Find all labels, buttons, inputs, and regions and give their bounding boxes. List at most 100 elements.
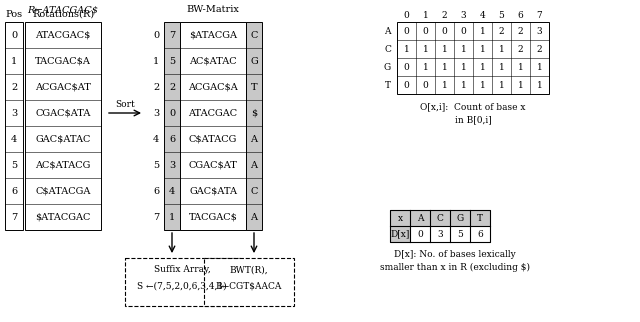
Text: T: T [385, 80, 390, 90]
Text: 6: 6 [11, 186, 17, 195]
Text: T: T [477, 213, 483, 223]
Text: 1: 1 [422, 44, 428, 53]
Text: Sort: Sort [115, 100, 135, 109]
Text: 0: 0 [404, 26, 410, 35]
Text: 6: 6 [169, 135, 175, 144]
Text: 0: 0 [442, 26, 447, 35]
Text: 2: 2 [442, 11, 447, 20]
Text: AC$ATACG: AC$ATACG [35, 160, 91, 169]
Text: T: T [251, 82, 257, 91]
Text: 1: 1 [479, 26, 485, 35]
Text: Rotations(R): Rotations(R) [32, 10, 94, 19]
Text: 7: 7 [536, 11, 542, 20]
Text: 0: 0 [404, 11, 410, 20]
Bar [470, 210, 490, 226]
Text: 4: 4 [153, 135, 159, 144]
Text: 1: 1 [536, 80, 542, 90]
Bar [390, 210, 410, 226]
Bar [430, 226, 450, 242]
Text: GAC$ATA: GAC$ATA [189, 186, 237, 195]
Text: 2: 2 [11, 82, 17, 91]
Text: 1: 1 [461, 62, 467, 71]
Bar [410, 226, 430, 242]
Text: R←ATACGAC$: R←ATACGAC$ [28, 5, 99, 14]
Text: ATACGAC: ATACGAC [188, 109, 237, 118]
Text: 0: 0 [11, 31, 17, 40]
Text: CGAC$AT: CGAC$AT [189, 160, 237, 169]
Text: 5: 5 [11, 160, 17, 169]
Text: C$ATACG: C$ATACG [189, 135, 237, 144]
Text: $ATACGA: $ATACGA [189, 31, 237, 40]
Text: G: G [250, 56, 258, 65]
Text: 6: 6 [477, 230, 483, 239]
Text: A: A [250, 213, 257, 222]
Text: B←CGT$AACA: B←CGT$AACA [216, 281, 282, 290]
Text: D[x]: No. of bases lexically: D[x]: No. of bases lexically [394, 250, 516, 259]
Bar [164, 22, 180, 230]
Text: GAC$ATAC: GAC$ATAC [35, 135, 91, 144]
Text: 5: 5 [457, 230, 463, 239]
Text: Pos: Pos [5, 10, 22, 19]
Bar [125, 258, 239, 306]
Text: TACGAC$A: TACGAC$A [35, 56, 91, 65]
Bar [450, 226, 470, 242]
Text: $ATACGAC: $ATACGAC [35, 213, 91, 222]
Text: BWT(R),: BWT(R), [230, 266, 268, 274]
Text: 1: 1 [499, 62, 504, 71]
Text: 1: 1 [169, 213, 175, 222]
Bar [390, 226, 410, 242]
Text: 2: 2 [499, 26, 504, 35]
Text: 2: 2 [153, 82, 159, 91]
Text: 0: 0 [422, 80, 428, 90]
Text: CGAC$ATA: CGAC$ATA [35, 109, 91, 118]
Text: 1: 1 [422, 11, 428, 20]
Text: ACGAC$A: ACGAC$A [188, 82, 238, 91]
Text: 3: 3 [461, 11, 467, 20]
Text: 1: 1 [479, 44, 485, 53]
Text: 2: 2 [518, 26, 524, 35]
Text: 1: 1 [442, 62, 447, 71]
Text: 1: 1 [11, 56, 17, 65]
Text: ACGAC$AT: ACGAC$AT [35, 82, 91, 91]
Text: TACGAC$: TACGAC$ [189, 213, 237, 222]
Text: 4: 4 [11, 135, 17, 144]
Text: 1: 1 [461, 44, 467, 53]
Text: A: A [417, 213, 423, 223]
Text: 6: 6 [153, 186, 159, 195]
Text: 0: 0 [461, 26, 467, 35]
Text: 3: 3 [537, 26, 542, 35]
Text: ATACGAC$: ATACGAC$ [35, 31, 91, 40]
Bar [204, 258, 294, 306]
Text: 1: 1 [479, 80, 485, 90]
Text: 5: 5 [153, 160, 159, 169]
Text: G: G [384, 62, 391, 71]
Text: 1: 1 [442, 80, 447, 90]
Text: C: C [436, 213, 444, 223]
Text: 1: 1 [499, 80, 504, 90]
Bar [246, 22, 262, 230]
Text: C$ATACGA: C$ATACGA [35, 186, 91, 195]
Bar [25, 22, 101, 230]
Text: 0: 0 [153, 31, 159, 40]
Text: D[x]: D[x] [390, 230, 410, 239]
Text: 6: 6 [518, 11, 524, 20]
Text: 3: 3 [11, 109, 17, 118]
Text: 3: 3 [153, 109, 159, 118]
Text: 0: 0 [417, 230, 423, 239]
Bar [450, 210, 470, 226]
Text: BW-Matrix: BW-Matrix [187, 5, 239, 14]
Text: 0: 0 [169, 109, 175, 118]
Bar [410, 210, 430, 226]
Text: AC$ATAC: AC$ATAC [189, 56, 237, 65]
Text: 7: 7 [11, 213, 17, 222]
Text: 1: 1 [479, 62, 485, 71]
Text: A: A [250, 135, 257, 144]
Text: 1: 1 [518, 80, 524, 90]
Text: A: A [250, 160, 257, 169]
Text: A: A [384, 26, 391, 35]
Text: 5: 5 [169, 56, 175, 65]
Bar [470, 226, 490, 242]
Text: 0: 0 [404, 80, 410, 90]
Text: 2: 2 [537, 44, 542, 53]
Text: 7: 7 [153, 213, 159, 222]
